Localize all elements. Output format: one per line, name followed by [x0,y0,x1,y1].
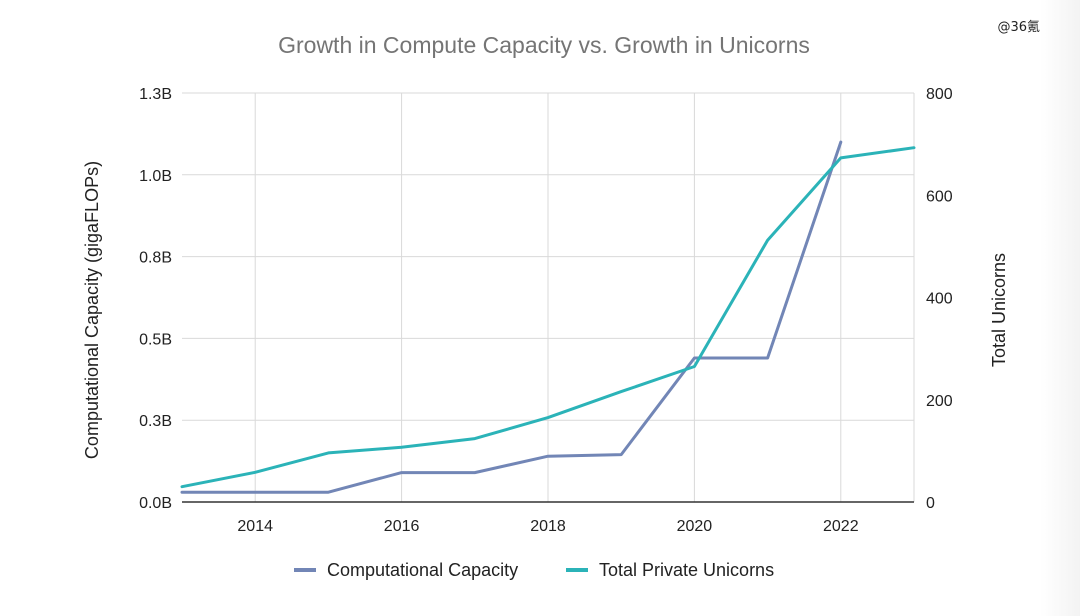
legend-unicorns-label: Total Private Unicorns [599,560,774,580]
series-line-unicorns [180,146,916,489]
x-tick-label: 2014 [237,518,273,535]
y-right-tick-label: 200 [926,393,953,410]
y-right-axis-title: Total Unicorns [989,253,1009,367]
x-tick-label: 2022 [823,518,859,535]
x-tick-label: 2020 [677,518,713,535]
y-right-tick-label: 0 [926,495,935,512]
y-left-tick-label: 1.0B [139,168,172,185]
y-right-tick-label: 800 [926,86,953,103]
y-left-axis-title: Computational Capacity (gigaFLOPs) [82,161,102,459]
y-left-tick-label: 0.5B [139,331,172,348]
y-left-tick-label: 0.8B [139,250,172,267]
y-left-tick-label: 0.0B [139,495,172,512]
x-tick-label: 2018 [530,518,566,535]
legend-compute-label: Computational Capacity [327,560,518,580]
watermark: @36氪 [997,20,1040,35]
series-line-compute [180,140,843,494]
y-left-tick-label: 0.3B [139,413,172,430]
chart-title: Growth in Compute Capacity vs. Growth in… [278,32,810,58]
y-right-tick-label: 600 [926,188,953,205]
page-edge [1040,0,1080,616]
y-right-tick-label: 400 [926,291,953,308]
x-tick-label: 2016 [384,518,420,535]
y-left-tick-label: 1.3B [139,86,172,103]
